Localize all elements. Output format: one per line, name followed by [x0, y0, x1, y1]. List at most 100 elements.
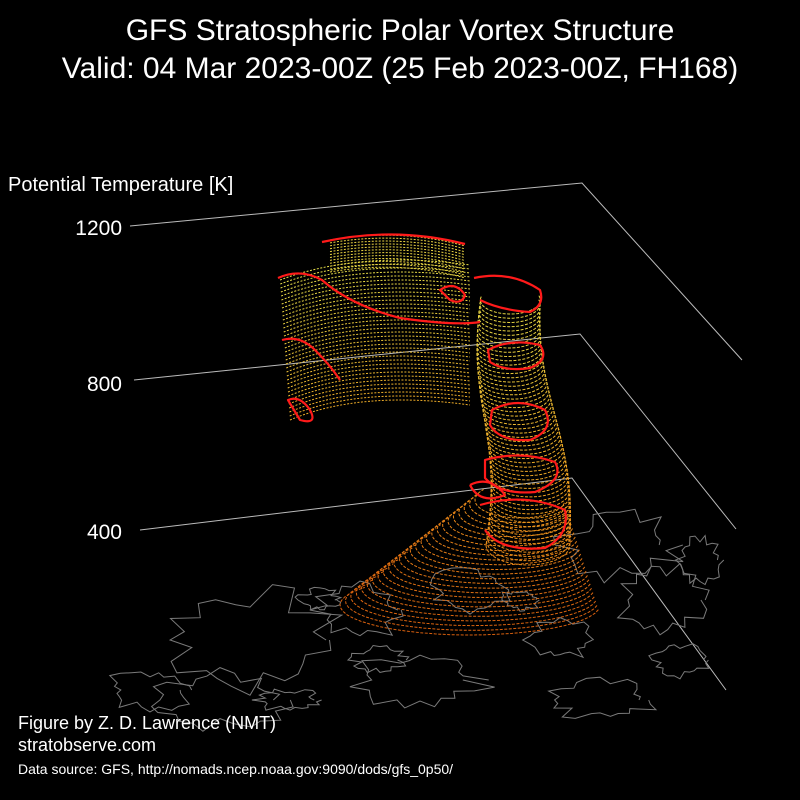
lower-layer-14 — [415, 532, 580, 571]
curtain-layer-7 — [287, 371, 471, 393]
edge-low-curtain — [286, 397, 314, 423]
edge-column-500 — [483, 454, 559, 494]
lower-layer-13 — [409, 535, 582, 575]
column-layer-37 — [479, 386, 550, 409]
coastline-14 — [346, 644, 410, 674]
curtain-layer-33 — [280, 267, 471, 289]
column-layer-47 — [476, 344, 543, 366]
axis-grid — [129, 182, 743, 691]
column-layer-43 — [477, 361, 545, 383]
title-line-1: GFS Stratospheric Polar Vortex Structure — [125, 14, 675, 47]
edge-column-600 — [488, 401, 549, 442]
lower-layer-22 — [458, 500, 569, 533]
top-rim-layer-9 — [329, 240, 466, 253]
column-layer-51 — [476, 328, 541, 349]
column-layer-40 — [478, 373, 547, 396]
column-layer-28 — [485, 423, 559, 447]
lower-layer-6 — [371, 563, 591, 608]
lower-layer-0 — [339, 586, 599, 636]
column-layer-53 — [477, 320, 541, 341]
curtain-layer-26 — [282, 295, 471, 317]
column-layer-36 — [480, 390, 551, 413]
column-layer-41 — [477, 369, 546, 392]
top-rim-layer-8 — [329, 243, 466, 256]
tick-label-400: 400 — [86, 521, 122, 544]
lower-layer-25 — [474, 488, 565, 519]
curtain-layer-4 — [288, 383, 471, 405]
data-source: Data source: GFS, http://nomads.ncep.noa… — [18, 761, 454, 777]
lower-layer-10 — [393, 547, 586, 589]
column-layer-30 — [484, 414, 557, 438]
curtain-layer-34 — [280, 263, 471, 285]
top-rim-layer-6 — [329, 249, 466, 262]
lower-layer-2 — [350, 579, 597, 627]
coastline-13 — [674, 534, 725, 586]
edge-column-450 — [469, 480, 507, 500]
column-layer-11 — [490, 493, 571, 519]
column-layer-44 — [476, 357, 544, 379]
curtain-layer-30 — [281, 279, 471, 301]
column-layer-34 — [481, 398, 553, 421]
coastline-15 — [251, 688, 322, 711]
lower-layer-5 — [366, 567, 592, 613]
column-layer-24 — [487, 439, 563, 464]
column-layer-46 — [476, 348, 543, 370]
curtain-layer-28 — [281, 287, 471, 309]
curtain-layer-9 — [287, 363, 471, 385]
coastline-12 — [501, 591, 540, 612]
lower-layer-3 — [355, 575, 595, 622]
lower-layer-18 — [436, 516, 575, 552]
column-layer-55 — [478, 311, 541, 332]
column-layer-10 — [490, 497, 571, 524]
lower-layer-9 — [388, 551, 587, 594]
lower-layer-24 — [469, 492, 567, 524]
vortex-edge-contours — [277, 233, 567, 550]
column-layer-23 — [488, 443, 564, 468]
curtain-layer-19 — [284, 323, 471, 345]
lower-layer-8 — [382, 555, 588, 598]
column-layer-25 — [487, 435, 562, 460]
column-layer-3 — [487, 526, 571, 553]
coastline-10 — [108, 671, 193, 713]
top-rim-layer-0 — [329, 266, 466, 279]
column-layer-33 — [482, 402, 554, 426]
top-rim-layer-4 — [329, 255, 466, 267]
curtain-layer-8 — [287, 367, 471, 389]
curtain-layer-29 — [281, 283, 471, 305]
column-layer-54 — [477, 316, 541, 336]
top-rim-layer-1 — [329, 263, 466, 276]
curtain-layer-1 — [289, 395, 471, 417]
site-credit: stratobserve.com — [18, 735, 157, 755]
curtain-layer-18 — [284, 327, 471, 349]
edge-inner-loop — [438, 284, 467, 303]
column-layer-48 — [476, 340, 542, 362]
column-layer-22 — [488, 447, 565, 472]
column-layer-8 — [489, 505, 571, 532]
top-rim-layer-5 — [329, 252, 466, 264]
column-layer-0 — [485, 538, 571, 566]
curtain-layer-15 — [285, 339, 471, 361]
curtain-layer-0 — [289, 399, 471, 421]
coastline-9 — [648, 643, 710, 680]
lower-layer-23 — [463, 496, 568, 528]
coastline-8 — [547, 676, 658, 719]
coastline-11 — [294, 586, 343, 611]
coastline-4 — [616, 562, 710, 636]
column-layer-39 — [478, 377, 548, 400]
edge-upper-right — [473, 274, 543, 314]
column-layer-58 — [479, 299, 541, 319]
curtain-layer-16 — [285, 335, 471, 357]
edge-mid-curtain — [281, 337, 341, 381]
column-layer-50 — [476, 332, 542, 353]
curtain-layer-17 — [284, 331, 471, 353]
edge-column-700 — [486, 341, 545, 371]
lower-layer-7 — [377, 559, 590, 603]
lower-layer-15 — [420, 528, 579, 566]
lower-layer-12 — [404, 539, 583, 580]
coastline-0 — [168, 584, 344, 696]
grid-line-0 — [129, 182, 743, 361]
axis-title: Potential Temperature [K] — [8, 174, 234, 196]
curtain-layer-5 — [288, 379, 471, 401]
column-layer-57 — [478, 303, 541, 324]
